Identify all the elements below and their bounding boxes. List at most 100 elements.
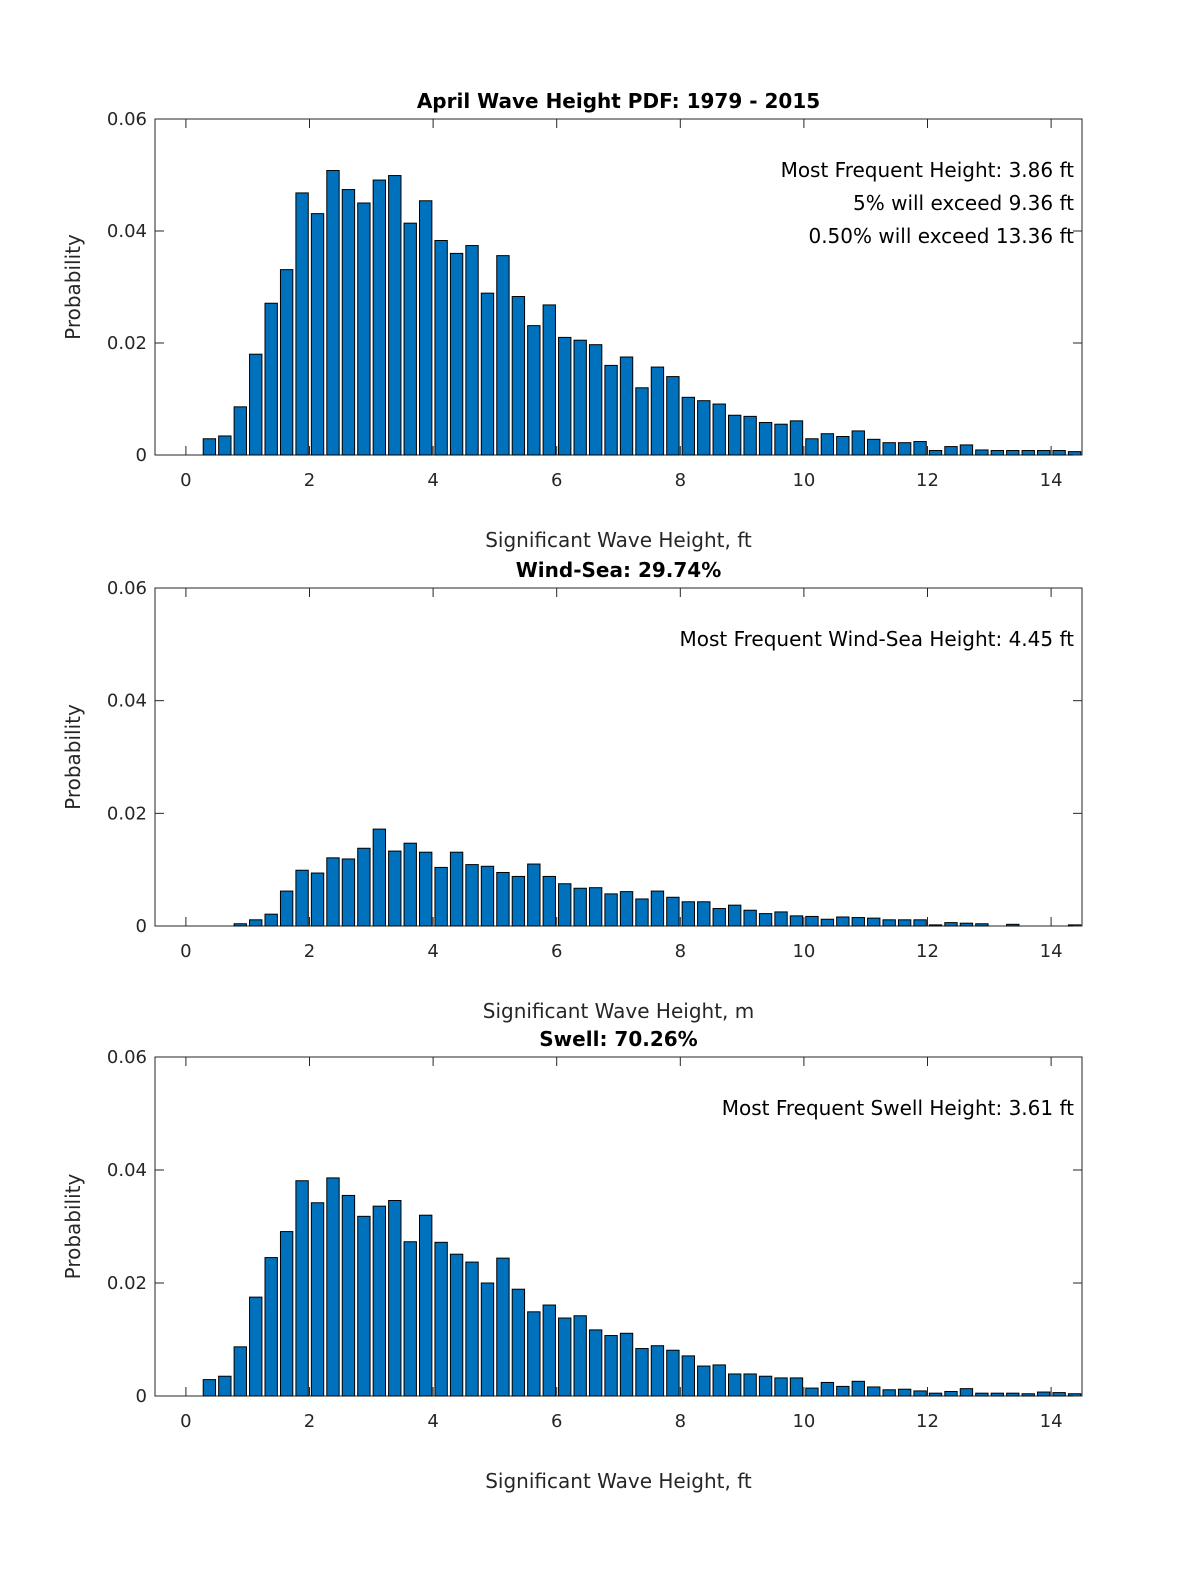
bar (388, 175, 402, 456)
bar (712, 1364, 726, 1397)
bar (357, 847, 371, 927)
bar (959, 922, 974, 927)
y-tick-label: 0 (136, 916, 147, 937)
bar (882, 442, 896, 456)
bar (449, 1253, 464, 1397)
bar (697, 1365, 711, 1397)
bar (851, 1380, 865, 1397)
bar (1067, 451, 1082, 456)
bar (928, 924, 943, 927)
bar (326, 857, 340, 927)
bar (1006, 1392, 1020, 1397)
x-tick-label: 14 (1040, 1411, 1063, 1432)
bar (774, 1377, 788, 1397)
annotation-text: Most Frequent Swell Height: 3.61 ft (722, 1096, 1074, 1120)
bar (403, 222, 417, 456)
bar (882, 919, 896, 927)
bar (635, 387, 649, 456)
x-axis-label: Significant Wave Height, m (483, 999, 754, 1023)
plot-area (154, 118, 1083, 456)
bar (326, 170, 340, 456)
y-tick-label: 0.02 (107, 803, 147, 824)
bar (959, 1388, 974, 1397)
bar (326, 1177, 340, 1397)
bar (650, 1345, 665, 1397)
bar (558, 883, 572, 927)
bar (249, 1296, 263, 1397)
x-tick-label: 6 (551, 941, 562, 962)
bar (758, 422, 773, 456)
bar (681, 396, 696, 456)
bar (712, 403, 726, 456)
bar (928, 1392, 943, 1397)
bar (419, 200, 433, 456)
bar (542, 1304, 556, 1397)
bar (789, 420, 804, 456)
bar (681, 1355, 696, 1397)
bar (789, 915, 804, 927)
chart-title: Wind-Sea: 29.74% (516, 558, 722, 582)
y-tick-label: 0.06 (107, 578, 147, 599)
bar (650, 890, 665, 927)
x-tick-label: 8 (675, 1411, 686, 1432)
bar (681, 901, 696, 927)
bar (249, 353, 263, 456)
bar (619, 891, 634, 927)
bar (480, 1282, 495, 1397)
bar (836, 916, 850, 927)
y-tick-label: 0 (136, 445, 147, 466)
bar (820, 918, 835, 927)
bar (434, 240, 448, 456)
x-tick-label: 0 (180, 470, 191, 491)
y-tick-label: 0.04 (107, 1160, 147, 1181)
bar (449, 851, 464, 927)
x-tick-label: 4 (427, 470, 438, 491)
bar (805, 438, 819, 456)
bar (310, 213, 325, 456)
bar (527, 863, 541, 927)
bar (558, 336, 572, 456)
bar (666, 896, 680, 927)
bar (897, 1388, 912, 1397)
annotation-text: 0.50% will exceed 13.36 ft (808, 224, 1074, 248)
bar (403, 1241, 417, 1397)
y-tick-label: 0.06 (107, 109, 147, 130)
bar (1052, 1392, 1066, 1397)
bar (975, 449, 989, 456)
bar (743, 415, 757, 456)
bar (650, 366, 665, 456)
bar (434, 866, 448, 927)
x-tick-label: 0 (180, 941, 191, 962)
bar (465, 245, 479, 456)
bar (666, 1349, 680, 1397)
bar (774, 423, 788, 456)
bar (480, 865, 495, 927)
bar (295, 1180, 309, 1397)
bar (944, 446, 958, 456)
x-tick-label: 12 (916, 470, 939, 491)
y-axis-label: Probability (61, 1173, 85, 1279)
bar (233, 406, 247, 456)
x-tick-label: 2 (304, 1411, 315, 1432)
bar (218, 435, 232, 456)
bar (588, 1329, 603, 1397)
bar (496, 1257, 510, 1397)
bar (619, 1332, 634, 1397)
bar (542, 875, 556, 927)
chart-panel-3: 0 2 4 6 8 10 12 14 0 0.02 0.04 0.06 Swell: 70.26% Sig… (61, 1027, 1083, 1493)
bar (496, 871, 510, 927)
bar (233, 923, 247, 927)
chart-panel-2: 0 2 4 6 8 10 12 14 0 0.02 0.04 0.06 Wind-Sea: 29.74%… (61, 558, 1083, 1023)
bar (959, 444, 974, 456)
bar (218, 1375, 232, 1397)
y-tick-label: 0.04 (107, 691, 147, 712)
bar (743, 909, 757, 927)
bar (1006, 923, 1020, 927)
bar (295, 192, 309, 456)
bar (279, 890, 294, 927)
bar (310, 872, 325, 927)
bar (820, 433, 835, 456)
bar (805, 1387, 819, 1397)
bar (388, 1200, 402, 1397)
x-tick-label: 14 (1040, 470, 1063, 491)
